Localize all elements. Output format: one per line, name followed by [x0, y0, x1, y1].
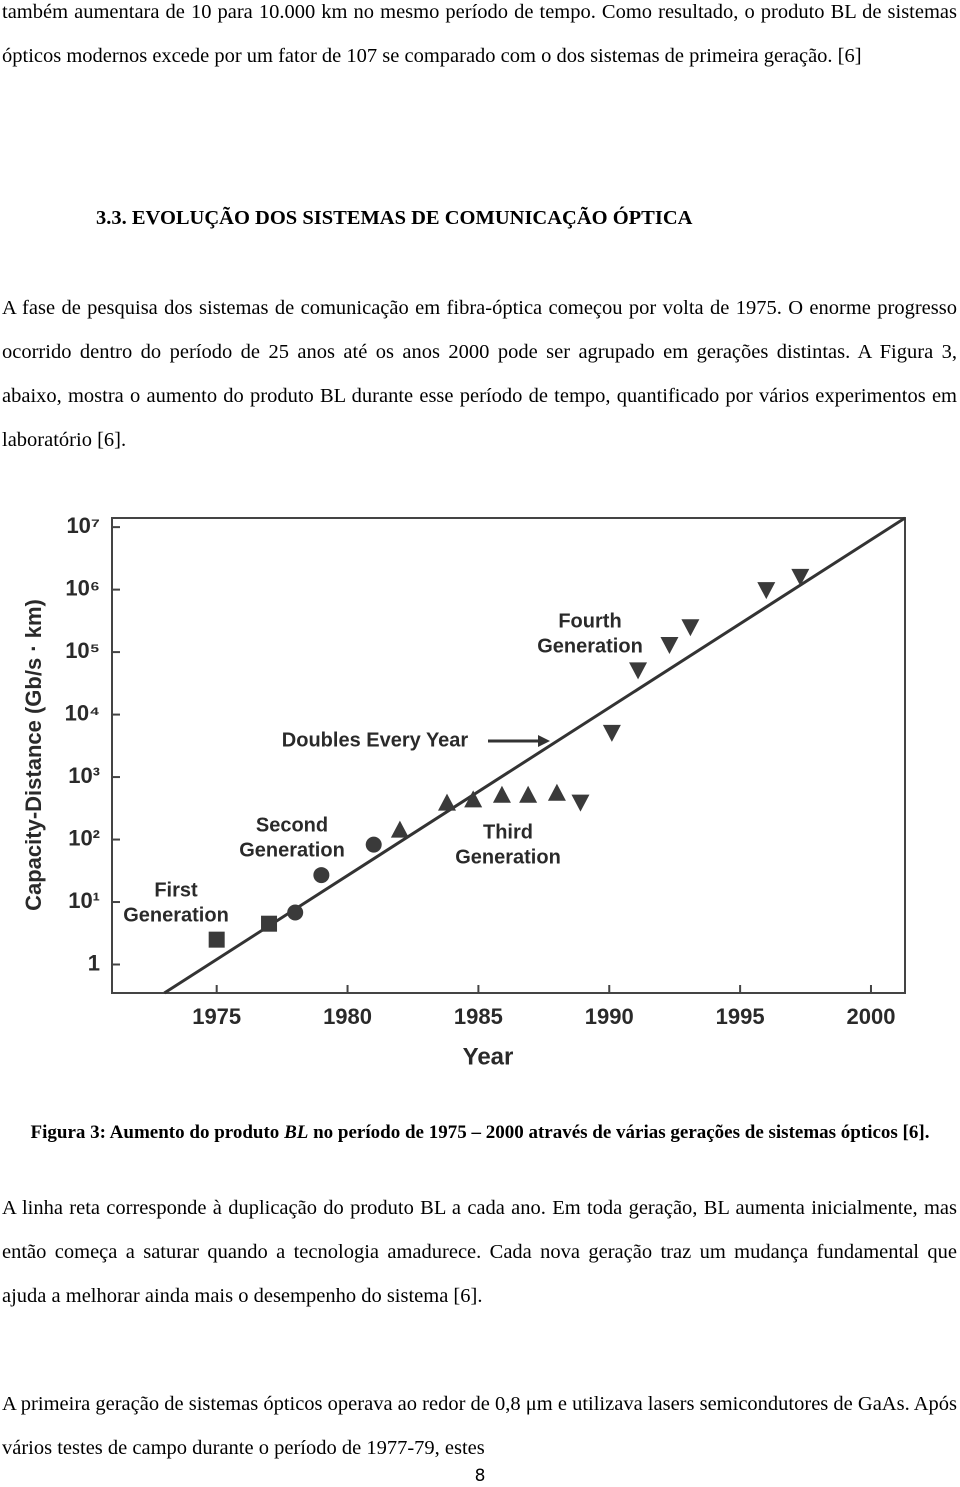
annotation: Second	[256, 814, 328, 836]
x-axis-label: Year	[463, 1043, 514, 1070]
marker	[492, 785, 511, 803]
plot-frame	[111, 517, 906, 994]
x-tick-label: 1995	[716, 1004, 765, 1029]
marker	[261, 915, 278, 932]
annotation: Generation	[537, 635, 643, 657]
marker	[365, 836, 382, 853]
paragraph: A linha reta corresponde à duplicação do…	[2, 1197, 957, 1307]
annotation: Generation	[123, 904, 229, 926]
marker	[681, 619, 700, 637]
marker	[208, 931, 225, 948]
x-tick-label: 1990	[585, 1004, 634, 1029]
x-tick-label: 2000	[847, 1004, 896, 1029]
caption-text: BL	[284, 1122, 309, 1143]
y-tick-label: 1	[88, 950, 100, 975]
x-tick-label: 1975	[192, 1004, 241, 1029]
annotation: Doubles Every Year	[282, 729, 469, 751]
marker	[390, 820, 409, 838]
caption-text: Figura 3: Aumento do produto	[30, 1122, 285, 1143]
marker	[660, 636, 679, 654]
figure-caption: Figura 3: Aumento do produto BL no perío…	[20, 1119, 940, 1146]
marker	[791, 568, 810, 586]
x-tick-label: 1985	[454, 1004, 503, 1029]
marker	[437, 793, 456, 811]
section-heading: 3.3. EVOLUÇÃO DOS SISTEMAS DE COMUNICAÇÃ…	[96, 207, 693, 229]
marker	[313, 867, 330, 884]
marker	[519, 785, 538, 803]
marker	[602, 724, 621, 742]
chart: Capacity-Distance (Gb/s · km) Year 1 10¹ 1…	[21, 513, 906, 1070]
annotation: Generation	[239, 839, 345, 861]
marker	[629, 662, 648, 680]
y-tick-label: 10²	[68, 825, 100, 850]
paragraph: A fase de pesquisa dos sistemas de comun…	[2, 297, 957, 451]
y-tick-label: 10³	[68, 763, 100, 788]
y-tick-label: 10⁷	[66, 513, 100, 538]
marker	[757, 582, 776, 600]
annotation: Fourth	[558, 610, 621, 632]
arrow-head	[538, 735, 550, 747]
x-tick-label: 1980	[323, 1004, 372, 1029]
annotation: First	[154, 879, 198, 901]
marker	[547, 783, 566, 801]
paragraph: A primeira geração de sistemas ópticos o…	[2, 1393, 957, 1459]
marker	[571, 794, 590, 812]
y-tick-label: 10⁴	[65, 700, 100, 725]
annotation: Third	[483, 821, 533, 843]
page-number: 8	[474, 1466, 486, 1486]
paragraph: também aumentara de 10 para 10.000 km no…	[2, 1, 957, 67]
y-tick-label: 10⁵	[65, 638, 100, 663]
marker	[287, 904, 304, 921]
caption-text: no período de 1975 – 2000 através de vár…	[308, 1122, 930, 1143]
marker	[464, 790, 483, 808]
y-tick-label: 10⁶	[65, 575, 100, 600]
y-axis-label: Capacity-Distance (Gb/s · km)	[21, 599, 46, 911]
y-tick-label: 10¹	[68, 888, 100, 913]
annotation: Generation	[455, 846, 561, 868]
